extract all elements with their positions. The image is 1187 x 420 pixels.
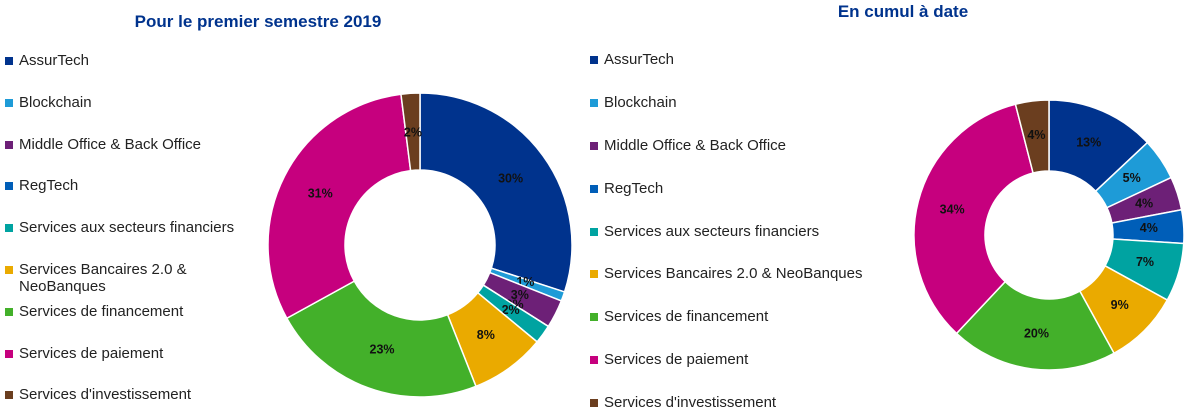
legend-label: Services de financement (19, 302, 184, 320)
legend-swatch (5, 265, 13, 274)
legend-label: Services de financement (604, 308, 769, 326)
data-label: 23% (370, 343, 395, 357)
legend-item: AssurTech (590, 51, 910, 94)
legend: AssurTech Blockchain Middle Office & Back … (5, 52, 255, 420)
legend: AssurTech Blockchain Middle Office & Back … (590, 51, 910, 420)
data-label: 7% (1136, 255, 1154, 269)
legend-label: AssurTech (604, 51, 675, 68)
data-label: 4% (1027, 128, 1045, 142)
legend-swatch (5, 391, 13, 400)
legend-label: Services de paiement (604, 351, 749, 369)
legend-swatch (5, 140, 13, 149)
legend-swatch (590, 98, 598, 107)
legend-item: Services d'investissement (590, 394, 910, 420)
chart-title: En cumul à date (837, 2, 969, 21)
legend-item: Services Bancaires 2.0 & NeoBanques (5, 261, 255, 303)
legend-item: Blockchain (590, 94, 910, 137)
data-label: 31% (308, 186, 333, 200)
legend-label: Middle Office & Back Office (604, 136, 787, 154)
legend-label: Blockchain (604, 93, 677, 111)
legend-swatch (5, 307, 13, 316)
legend-swatch (5, 182, 13, 191)
legend-label: RegTech (19, 177, 79, 195)
data-label: 13% (1076, 136, 1101, 150)
legend-label: Services Bancaires 2.0 & NeoBanques (19, 260, 187, 295)
legend-label: Services aux secteurs financiers (604, 222, 820, 240)
legend-swatch (590, 56, 598, 64)
legend-item: Services de paiement (5, 345, 255, 387)
legend-label: Services Bancaires 2.0 & NeoBanques (604, 265, 863, 283)
legend-swatch (5, 57, 13, 65)
legend-item: Middle Office & Back Office (590, 137, 910, 180)
legend-swatch (590, 399, 598, 408)
legend-item: AssurTech (5, 52, 255, 94)
legend-swatch (590, 313, 598, 322)
donut-segment (285, 280, 477, 398)
donut-segment (400, 92, 421, 172)
legend-label: Services de paiement (19, 344, 164, 362)
legend-item: Services aux secteurs financiers (5, 219, 255, 261)
data-label: 5% (1123, 171, 1141, 185)
legend-swatch (5, 98, 13, 107)
data-label: 8% (477, 328, 495, 342)
data-label: 3% (511, 288, 529, 302)
legend-swatch (590, 270, 598, 279)
legend-swatch (590, 227, 598, 236)
legend-item: RegTech (5, 177, 255, 219)
legend-item: Blockchain (5, 94, 255, 136)
legend-swatch (590, 141, 598, 150)
data-label: 30% (498, 171, 523, 185)
donut-segment (913, 103, 1034, 335)
legend-item: Middle Office & Back Office (5, 136, 255, 178)
legend-swatch (5, 349, 13, 358)
donut-segment (267, 93, 412, 320)
data-label: 2% (404, 126, 422, 140)
legend-item: Services de financement (5, 303, 255, 345)
donut-segment (419, 92, 573, 293)
legend-item: Services Bancaires 2.0 & NeoBanques (590, 265, 910, 308)
donut-segment (1014, 99, 1050, 174)
legend-label: Middle Office & Back Office (19, 135, 202, 153)
legend-label: Services d'investissement (19, 386, 192, 404)
legend-item: Services de financement (590, 308, 910, 351)
legend-swatch (590, 184, 598, 193)
data-label: 9% (1111, 298, 1129, 312)
data-label: 20% (1024, 327, 1049, 341)
chart-title: Pour le premier semestre 2019 (134, 12, 382, 31)
legend-item: Services de paiement (590, 351, 910, 394)
legend-label: RegTech (604, 179, 664, 197)
legend-label: Services aux secteurs financiers (19, 219, 235, 237)
legend-item: RegTech (590, 180, 910, 223)
data-label: 4% (1135, 196, 1153, 210)
legend-item: Services d'investissement (5, 386, 255, 420)
legend-label: AssurTech (19, 52, 90, 69)
legend-swatch (5, 224, 13, 233)
data-label: 34% (940, 202, 965, 216)
donut-segment (955, 280, 1116, 371)
data-label: 2% (502, 303, 520, 317)
legend-item: Services aux secteurs financiers (590, 223, 910, 266)
data-label: 4% (1140, 221, 1158, 235)
legend-label: Services d'investissement (604, 394, 777, 412)
legend-label: Blockchain (19, 93, 92, 111)
legend-swatch (590, 356, 598, 365)
